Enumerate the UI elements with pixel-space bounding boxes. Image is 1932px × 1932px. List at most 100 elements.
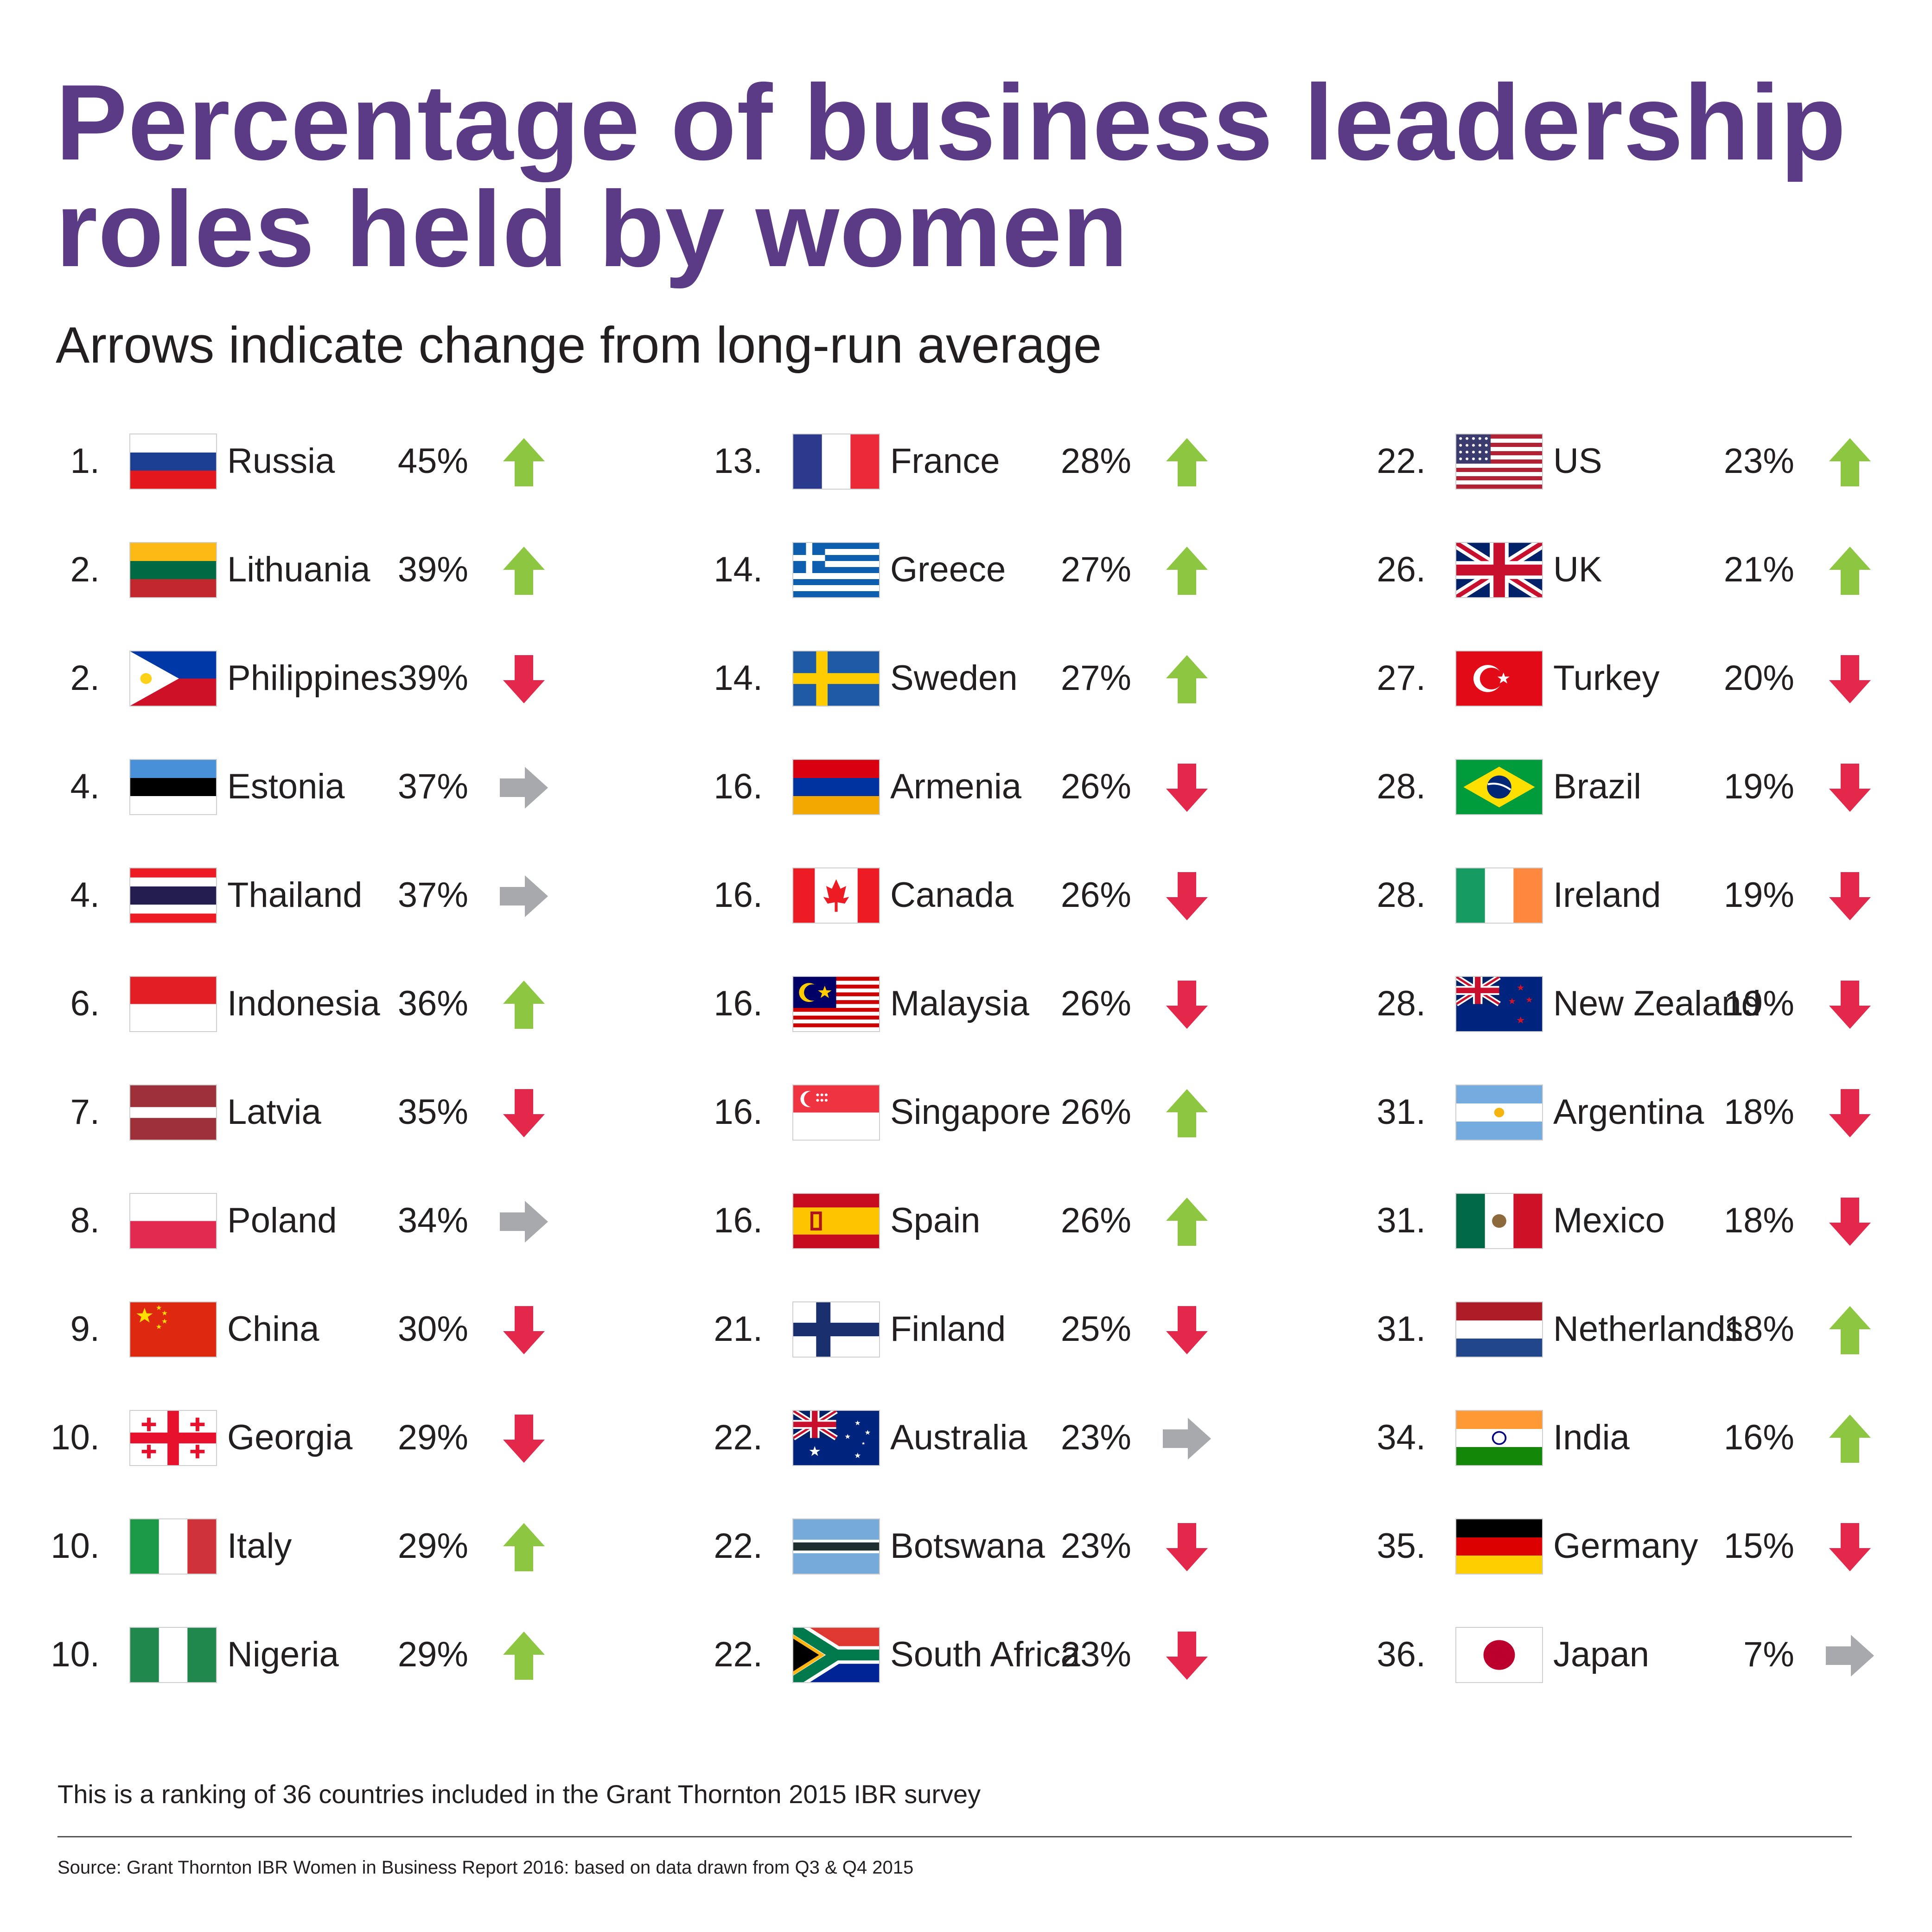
value-australia: 23% [1060,1418,1131,1457]
flag-canada-icon [792,867,880,924]
country-germany: Germany [1553,1526,1698,1566]
flag-georgia-icon [129,1410,217,1466]
trend-down-arrow-icon [1159,1302,1215,1358]
rank-latvia: 7. [70,1092,100,1132]
country-italy: Italy [227,1526,292,1566]
trend-up-arrow-icon [1822,434,1878,490]
trend-up-arrow-icon [496,1628,552,1683]
rank-uk: 26. [1377,550,1426,589]
rank-botswana: 22. [714,1526,763,1566]
rank-sweden: 14. [714,658,763,698]
value-poland: 34% [397,1201,468,1240]
flag-mexico-icon [1455,1193,1543,1249]
country-poland: Poland [227,1201,337,1240]
rank-estonia: 4. [70,767,100,806]
rank-argentina: 31. [1377,1092,1426,1132]
country-japan: Japan [1553,1635,1650,1674]
value-brazil: 19% [1723,767,1794,806]
trend-down-arrow-icon [1159,868,1215,924]
flag-ireland-icon [1455,867,1543,924]
value-uk: 21% [1723,550,1794,589]
country-turkey: Turkey [1553,658,1660,698]
rank-germany: 35. [1377,1526,1426,1566]
country-malaysia: Malaysia [890,984,1029,1023]
value-georgia: 29% [397,1418,468,1457]
trend-up-arrow-icon [1822,1411,1878,1467]
country-singapore: Singapore [890,1092,1051,1132]
value-thailand: 37% [397,875,468,915]
rank-netherlands: 31. [1377,1309,1426,1349]
divider [57,1836,1852,1837]
trend-down-arrow-icon [1159,760,1215,816]
rank-us: 22. [1377,441,1426,481]
flag-thailand-icon [129,867,217,924]
flag-china-icon [129,1301,217,1358]
trend-down-arrow-icon [1159,1628,1215,1683]
rank-ireland: 28. [1377,875,1426,915]
country-australia: Australia [890,1418,1027,1457]
rank-canada: 16. [714,875,763,915]
value-botswana: 23% [1060,1526,1131,1566]
country-finland: Finland [890,1309,1006,1349]
value-newzealand: 19% [1723,984,1794,1023]
trend-down-arrow-icon [1822,977,1878,1033]
trend-up-arrow-icon [1159,1085,1215,1141]
flag-finland-icon [792,1301,880,1358]
trend-down-arrow-icon [1159,1519,1215,1575]
value-canada: 26% [1060,875,1131,915]
rank-thailand: 4. [70,875,100,915]
rank-malaysia: 16. [714,984,763,1023]
value-armenia: 26% [1060,767,1131,806]
value-estonia: 37% [397,767,468,806]
rank-france: 13. [714,441,763,481]
value-japan: 7% [1743,1635,1794,1674]
value-argentina: 18% [1723,1092,1794,1132]
flag-argentina-icon [1455,1084,1543,1141]
flag-us-icon [1455,434,1543,490]
flag-botswana-icon [792,1518,880,1575]
value-greece: 27% [1060,550,1131,589]
rank-italy: 10. [51,1526,100,1566]
flag-newzealand-icon [1455,976,1543,1032]
flag-lithuania-icon [129,542,217,598]
trend-down-arrow-icon [1159,977,1215,1033]
rank-philippines: 2. [70,658,100,698]
value-mexico: 18% [1723,1201,1794,1240]
rank-russia: 1. [70,441,100,481]
value-germany: 15% [1723,1526,1794,1566]
flag-turkey-icon [1455,650,1543,707]
flag-philippines-icon [129,650,217,707]
flag-southafrica-icon [792,1627,880,1683]
rank-brazil: 28. [1377,767,1426,806]
trend-down-arrow-icon [1822,651,1878,707]
flag-armenia-icon [792,759,880,815]
country-russia: Russia [227,441,335,481]
trend-up-arrow-icon [1159,1194,1215,1250]
country-greece: Greece [890,550,1006,589]
trend-up-arrow-icon [496,977,552,1033]
country-spain: Spain [890,1201,981,1240]
country-nigeria: Nigeria [227,1635,339,1674]
flag-greece-icon [792,542,880,598]
rank-armenia: 16. [714,767,763,806]
country-georgia: Georgia [227,1418,353,1457]
country-latvia: Latvia [227,1092,321,1132]
chart-subtitle: Arrows indicate change from long-run ave… [56,317,1102,374]
value-russia: 45% [397,441,468,481]
value-us: 23% [1723,441,1794,481]
trend-up-arrow-icon [496,1519,552,1575]
country-botswana: Botswana [890,1526,1045,1566]
value-china: 30% [397,1309,468,1349]
flag-nigeria-icon [129,1627,217,1683]
country-france: France [890,441,1000,481]
country-mexico: Mexico [1553,1201,1665,1240]
rank-china: 9. [70,1309,100,1349]
country-brazil: Brazil [1553,767,1642,806]
value-lithuania: 39% [397,550,468,589]
country-argentina: Argentina [1553,1092,1704,1132]
country-indonesia: Indonesia [227,984,380,1023]
footnote: This is a ranking of 36 countries includ… [57,1779,981,1809]
value-philippines: 39% [397,658,468,698]
value-turkey: 20% [1723,658,1794,698]
rank-greece: 14. [714,550,763,589]
